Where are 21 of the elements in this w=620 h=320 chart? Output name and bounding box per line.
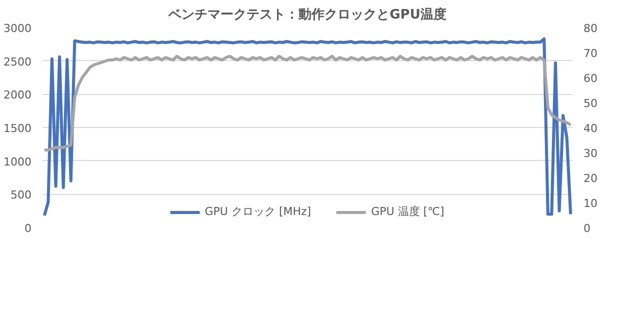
y-tick-label: 3000 — [4, 22, 32, 35]
line-series — [42, 37, 572, 217]
y-tick-label: 1000 — [4, 155, 32, 168]
y2-tick-label: 50 — [584, 97, 598, 110]
y2-tick-label: 60 — [584, 72, 598, 85]
y2-tick-label: 70 — [584, 47, 598, 60]
chart-title: ベンチマークテスト：動作クロックとGPU温度 — [168, 6, 446, 22]
y-tick-label: 1500 — [4, 122, 32, 135]
y2-tick-label: 10 — [584, 197, 598, 210]
y-tick-label: 500 — [10, 188, 32, 202]
legend-label: GPU 温度 [℃] — [371, 204, 444, 219]
legend-label: GPU クロック [MHz] — [204, 204, 312, 219]
y2-tick-label: 80 — [584, 22, 598, 35]
y-tick-label: 2000 — [4, 88, 32, 102]
y-tick-label: 2500 — [4, 55, 32, 68]
line-series — [42, 54, 572, 152]
y2-tick-label: 30 — [584, 147, 598, 160]
y2-tick-label: 20 — [584, 172, 598, 185]
y2-tick-label: 40 — [584, 122, 598, 135]
y2-tick-label: 0 — [584, 222, 590, 235]
y-tick-label: 0 — [24, 222, 32, 235]
